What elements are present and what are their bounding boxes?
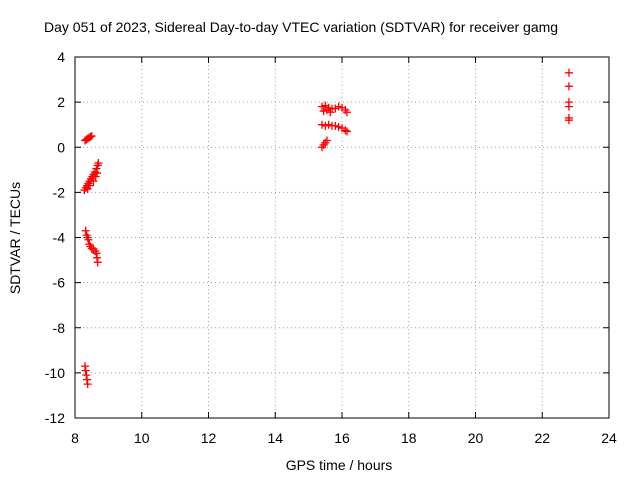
y-tick-label: -6 — [53, 275, 66, 291]
x-tick-label: 18 — [401, 430, 417, 446]
data-point — [89, 177, 98, 186]
data-point — [564, 82, 573, 91]
x-tick-label: 20 — [468, 430, 484, 446]
y-tick-label: -4 — [53, 230, 66, 246]
data-points — [80, 68, 573, 389]
y-tick-label: 4 — [57, 49, 65, 65]
y-tick-label: -2 — [53, 184, 66, 200]
data-point — [331, 104, 340, 113]
y-tick-label: -12 — [45, 410, 65, 426]
y-tick-label: 2 — [57, 94, 65, 110]
data-point — [93, 253, 102, 262]
data-point — [92, 164, 101, 173]
data-point — [81, 362, 90, 371]
data-point — [317, 102, 326, 111]
y-tick-label: 0 — [57, 139, 65, 155]
data-point — [91, 168, 100, 177]
data-point — [341, 126, 350, 135]
x-tick-label: 10 — [134, 430, 150, 446]
data-point — [564, 68, 573, 77]
grid-lines — [75, 57, 609, 418]
data-point — [81, 366, 90, 375]
data-point — [564, 102, 573, 111]
data-point — [324, 120, 333, 129]
data-point — [331, 121, 340, 130]
data-point — [564, 116, 573, 125]
data-point — [326, 108, 335, 117]
data-point — [322, 136, 331, 145]
data-point — [81, 226, 90, 235]
data-point — [87, 131, 96, 140]
x-tick-label: 16 — [334, 430, 350, 446]
x-tick-label: 24 — [601, 430, 617, 446]
y-axis-label: SDTVAR / TECUs — [7, 182, 23, 294]
data-point — [321, 121, 330, 130]
data-point — [93, 258, 102, 267]
data-point — [83, 375, 92, 384]
x-tick-label: 14 — [267, 430, 283, 446]
data-point — [84, 235, 93, 244]
data-point — [83, 380, 92, 389]
data-point — [94, 159, 103, 168]
y-tick-label: -10 — [45, 365, 65, 381]
data-point — [319, 107, 328, 116]
data-point — [93, 169, 102, 178]
x-tick-label: 22 — [534, 430, 550, 446]
data-point — [92, 249, 101, 258]
data-point — [343, 108, 352, 117]
x-axis-label: GPS time / hours — [286, 457, 393, 473]
chart-title: Day 051 of 2023, Sidereal Day-to-day VTE… — [44, 19, 558, 35]
y-tick-label: -8 — [53, 320, 66, 336]
data-point — [91, 172, 100, 181]
data-point — [86, 132, 95, 141]
x-tick-label: 8 — [71, 430, 79, 446]
data-point — [317, 120, 326, 129]
data-point — [343, 127, 352, 136]
x-tick-label: 12 — [201, 430, 217, 446]
data-point — [334, 122, 343, 131]
data-point — [86, 181, 95, 190]
data-point — [82, 371, 91, 380]
data-point — [334, 102, 343, 111]
